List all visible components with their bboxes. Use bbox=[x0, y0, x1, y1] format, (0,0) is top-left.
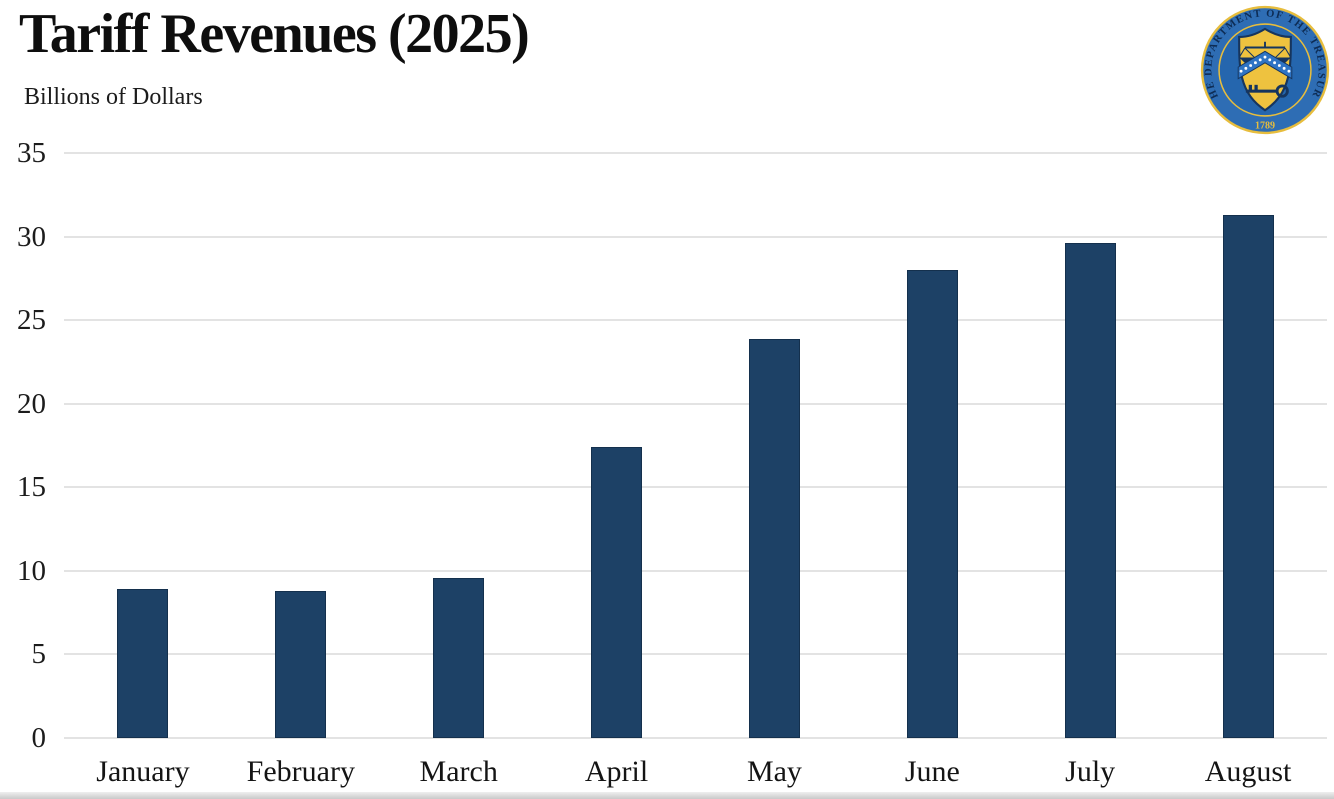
bar-january bbox=[117, 589, 169, 738]
bar-march bbox=[433, 577, 485, 738]
bar-august bbox=[1222, 214, 1274, 738]
bar-february bbox=[275, 590, 327, 738]
bar-june bbox=[906, 270, 958, 738]
treasury-seal-logo: THE DEPARTMENT OF THE TREASURY 1789 bbox=[1198, 3, 1330, 135]
x-tick-label-april: April bbox=[584, 755, 649, 788]
bottom-edge-strip bbox=[0, 792, 1334, 799]
y-tick-label-20: 20 bbox=[17, 387, 46, 420]
gridline-35 bbox=[64, 152, 1327, 154]
gridline-15 bbox=[64, 486, 1327, 489]
y-tick-label-15: 15 bbox=[17, 471, 46, 504]
y-tick-label-10: 10 bbox=[17, 554, 46, 587]
gridline-5 bbox=[64, 653, 1327, 656]
y-tick-label-0: 0 bbox=[31, 722, 47, 754]
x-tick-label-june: June bbox=[904, 755, 960, 788]
x-tick-label-march: March bbox=[419, 755, 498, 788]
x-tick-label-august: August bbox=[1204, 755, 1292, 788]
bar-july bbox=[1064, 243, 1116, 738]
gridline-25 bbox=[64, 319, 1327, 322]
y-axis-units-label: Billions of Dollars bbox=[24, 84, 203, 110]
bar-april bbox=[591, 447, 643, 738]
x-tick-label-may: May bbox=[746, 755, 802, 788]
gridline-10 bbox=[64, 569, 1327, 572]
chart-title: Tariff Revenues (2025) bbox=[19, 3, 530, 65]
chevron-with-stars bbox=[1237, 50, 1293, 80]
x-tick-label-january: January bbox=[96, 755, 190, 788]
gridline-0 bbox=[64, 737, 1327, 739]
gridline-30 bbox=[64, 235, 1327, 238]
y-tick-label-35: 35 bbox=[17, 137, 46, 169]
y-tick-label-30: 30 bbox=[17, 220, 46, 253]
key-icon bbox=[1245, 84, 1289, 98]
x-tick-label-february: February bbox=[246, 755, 355, 788]
seal-year-text: 1789 bbox=[1255, 120, 1275, 131]
x-tick-label-july: July bbox=[1065, 755, 1116, 788]
bar-may bbox=[748, 338, 800, 738]
y-tick-label-25: 25 bbox=[17, 304, 46, 337]
gridline-20 bbox=[64, 402, 1327, 405]
y-tick-label-5: 5 bbox=[31, 638, 47, 671]
